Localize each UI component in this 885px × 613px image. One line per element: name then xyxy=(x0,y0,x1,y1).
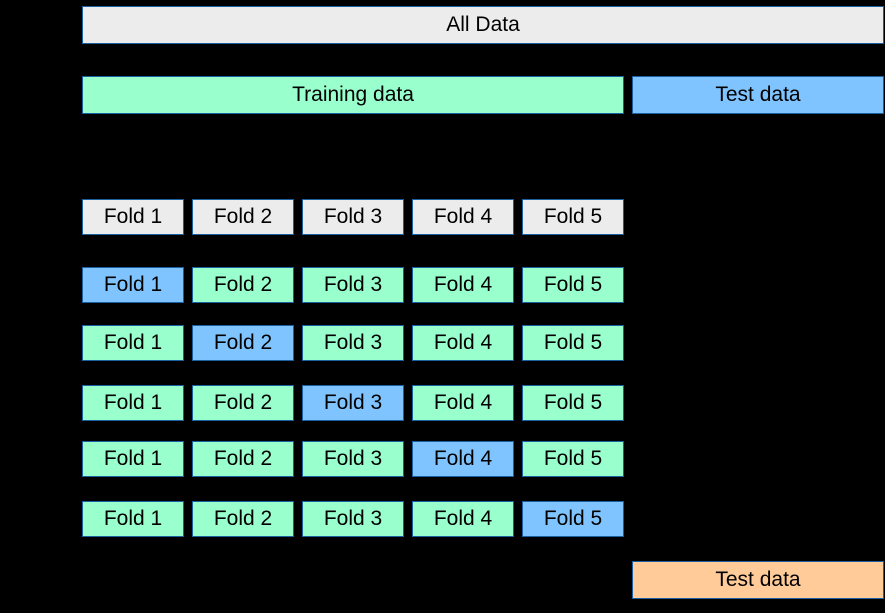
fold-box-r3-c4-label: Fold 5 xyxy=(544,391,602,415)
fold-box-r4-c4-label: Fold 5 xyxy=(544,447,602,471)
fold-box-r3-c2-label: Fold 3 xyxy=(324,391,382,415)
fold-box-r1-c1-label: Fold 2 xyxy=(214,273,272,297)
fold-box-r5-c4: Fold 5 xyxy=(522,501,624,537)
fold-box-r3-c3-label: Fold 4 xyxy=(434,391,492,415)
fold-box-r2-c0-label: Fold 1 xyxy=(104,331,162,355)
test-data-bottom-box-label: Test data xyxy=(715,568,800,592)
test-data-bottom-box: Test data xyxy=(632,561,884,599)
fold-box-r0-c3-label: Fold 4 xyxy=(434,205,492,229)
fold-box-r1-c2-label: Fold 3 xyxy=(324,273,382,297)
fold-box-r5-c3: Fold 4 xyxy=(412,501,514,537)
fold-box-r2-c3: Fold 4 xyxy=(412,325,514,361)
fold-box-r5-c3-label: Fold 4 xyxy=(434,507,492,531)
fold-box-r0-c3: Fold 4 xyxy=(412,199,514,235)
all-data-box-label: All Data xyxy=(446,13,520,37)
fold-box-r5-c2-label: Fold 3 xyxy=(324,507,382,531)
fold-box-r4-c3: Fold 4 xyxy=(412,441,514,477)
fold-box-r0-c0-label: Fold 1 xyxy=(104,205,162,229)
fold-box-r3-c1-label: Fold 2 xyxy=(214,391,272,415)
fold-box-r5-c1: Fold 2 xyxy=(192,501,294,537)
fold-box-r2-c4-label: Fold 5 xyxy=(544,331,602,355)
fold-box-r5-c2: Fold 3 xyxy=(302,501,404,537)
fold-box-r2-c2: Fold 3 xyxy=(302,325,404,361)
fold-box-r0-c4: Fold 5 xyxy=(522,199,624,235)
fold-box-r2-c3-label: Fold 4 xyxy=(434,331,492,355)
fold-box-r3-c3: Fold 4 xyxy=(412,385,514,421)
fold-box-r2-c1-label: Fold 2 xyxy=(214,331,272,355)
fold-box-r4-c0: Fold 1 xyxy=(82,441,184,477)
fold-box-r4-c1: Fold 2 xyxy=(192,441,294,477)
training-data-box: Training data xyxy=(82,76,624,114)
fold-box-r0-c0: Fold 1 xyxy=(82,199,184,235)
fold-box-r3-c4: Fold 5 xyxy=(522,385,624,421)
fold-box-r4-c3-label: Fold 4 xyxy=(434,447,492,471)
fold-box-r3-c0-label: Fold 1 xyxy=(104,391,162,415)
fold-box-r5-c0-label: Fold 1 xyxy=(104,507,162,531)
fold-box-r2-c0: Fold 1 xyxy=(82,325,184,361)
fold-box-r0-c2-label: Fold 3 xyxy=(324,205,382,229)
fold-box-r2-c4: Fold 5 xyxy=(522,325,624,361)
fold-box-r0-c2: Fold 3 xyxy=(302,199,404,235)
fold-box-r0-c4-label: Fold 5 xyxy=(544,205,602,229)
fold-box-r5-c0: Fold 1 xyxy=(82,501,184,537)
fold-box-r3-c1: Fold 2 xyxy=(192,385,294,421)
fold-box-r1-c0: Fold 1 xyxy=(82,267,184,303)
fold-box-r1-c0-label: Fold 1 xyxy=(104,273,162,297)
fold-box-r1-c2: Fold 3 xyxy=(302,267,404,303)
test-data-top-box-label: Test data xyxy=(715,83,800,107)
fold-box-r4-c0-label: Fold 1 xyxy=(104,447,162,471)
fold-box-r4-c2: Fold 3 xyxy=(302,441,404,477)
fold-box-r1-c3: Fold 4 xyxy=(412,267,514,303)
fold-box-r3-c0: Fold 1 xyxy=(82,385,184,421)
fold-box-r3-c2: Fold 3 xyxy=(302,385,404,421)
fold-box-r4-c1-label: Fold 2 xyxy=(214,447,272,471)
test-data-top-box: Test data xyxy=(632,76,884,114)
fold-box-r2-c2-label: Fold 3 xyxy=(324,331,382,355)
fold-box-r1-c4: Fold 5 xyxy=(522,267,624,303)
fold-box-r4-c4: Fold 5 xyxy=(522,441,624,477)
fold-box-r1-c4-label: Fold 5 xyxy=(544,273,602,297)
fold-box-r0-c1: Fold 2 xyxy=(192,199,294,235)
fold-box-r4-c2-label: Fold 3 xyxy=(324,447,382,471)
training-data-box-label: Training data xyxy=(292,83,414,107)
fold-box-r2-c1: Fold 2 xyxy=(192,325,294,361)
fold-box-r5-c4-label: Fold 5 xyxy=(544,507,602,531)
fold-box-r1-c3-label: Fold 4 xyxy=(434,273,492,297)
fold-box-r0-c1-label: Fold 2 xyxy=(214,205,272,229)
all-data-box: All Data xyxy=(82,6,884,44)
fold-box-r5-c1-label: Fold 2 xyxy=(214,507,272,531)
fold-box-r1-c1: Fold 2 xyxy=(192,267,294,303)
